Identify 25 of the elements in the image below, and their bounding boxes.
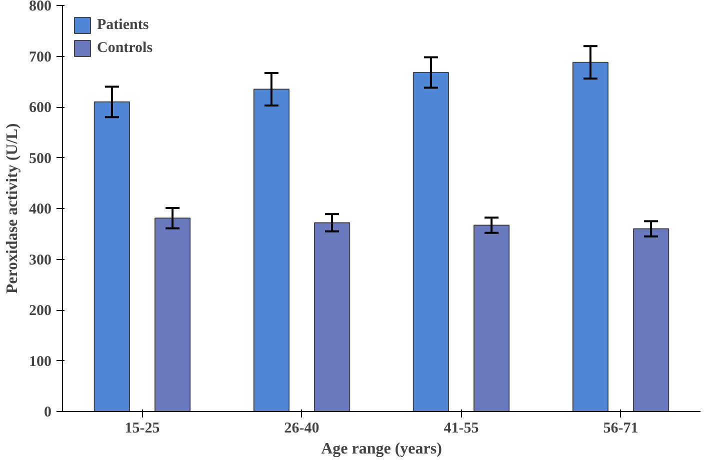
y-tick-label: 700 <box>29 49 52 66</box>
x-axis-title: Age range (years) <box>321 440 442 458</box>
legend-label: Controls <box>97 40 153 56</box>
bar <box>314 222 350 412</box>
bar <box>572 62 608 412</box>
bar <box>253 88 290 412</box>
x-tick-label: 26-40 <box>284 420 320 436</box>
y-tick-label: 100 <box>29 354 52 370</box>
bar <box>154 218 191 412</box>
bar <box>474 224 510 412</box>
x-tick-label: 15-25 <box>124 420 160 436</box>
bar <box>633 228 670 412</box>
bar <box>94 101 130 412</box>
x-tick-label: 56-71 <box>603 420 638 436</box>
y-tick-label: 300 <box>29 252 52 268</box>
bar <box>412 72 449 412</box>
y-tick-label: 400 <box>29 202 52 218</box>
y-tick-label: 200 <box>29 303 52 319</box>
y-tick-label: 500 <box>29 150 52 167</box>
x-tick-label: 41-55 <box>444 420 479 436</box>
y-tick-label: 800 <box>29 0 52 14</box>
y-tick-label: 600 <box>29 100 52 116</box>
y-axis-title: Peroxidase activity (U/L) <box>4 123 21 294</box>
y-tick-label: 0 <box>44 404 52 420</box>
legend-label: Patients <box>97 16 149 34</box>
